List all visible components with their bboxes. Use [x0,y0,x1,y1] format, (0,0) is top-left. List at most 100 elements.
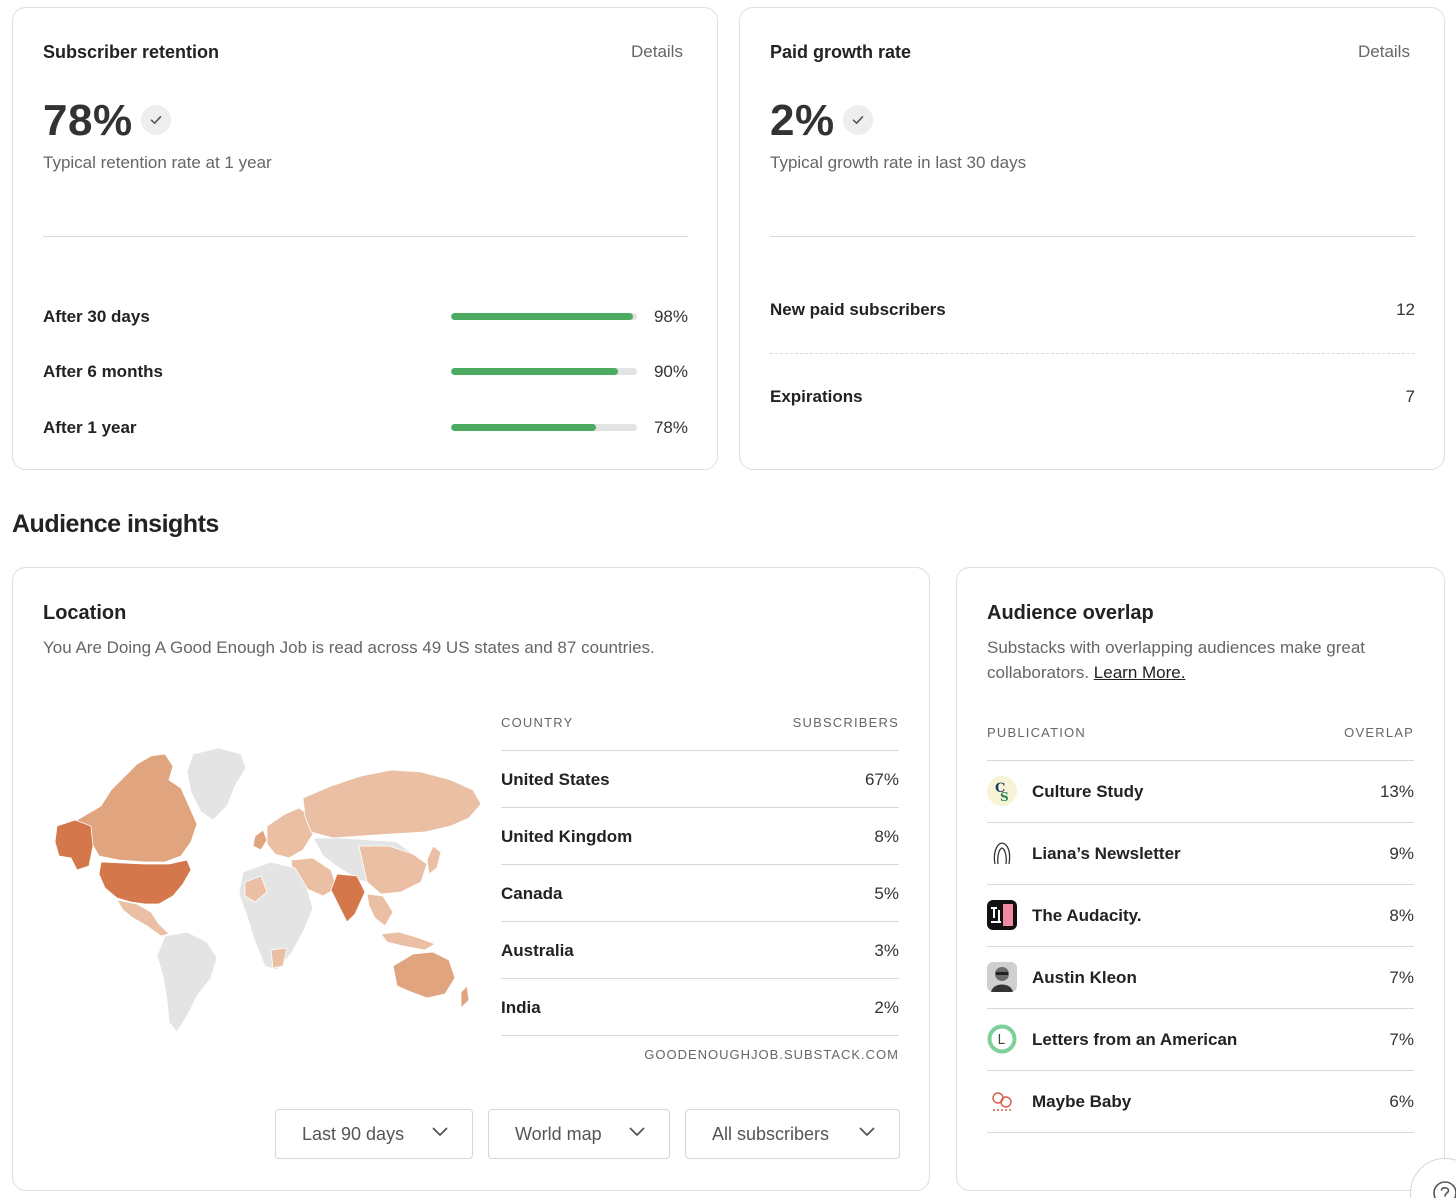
overlap-value: 6% [1389,1092,1414,1111]
audience-overlap-card: Audience overlap Substacks with overlapp… [956,567,1445,1191]
the-audacity-logo [987,900,1017,930]
country-value: 67% [864,770,899,789]
details-link[interactable]: Details [631,42,683,61]
table-divider [987,822,1414,823]
check-icon [141,105,171,135]
table-divider [987,884,1414,885]
letters-from-an-american-logo: L [987,1024,1017,1054]
country-name: India [501,998,541,1017]
retention-metric: 78% [43,96,133,145]
country-column-header: COUNTRY [501,715,574,730]
audience-dropdown[interactable]: All subscribers [685,1109,900,1159]
map-region-canada [76,753,198,863]
publication-domain: GOODENOUGHJOB.SUBSTACK.COM [644,1047,899,1062]
map-region-usa [98,859,192,905]
map-region-alaska [54,819,94,871]
location-card: Location You Are Doing A Good Enough Job… [12,567,930,1191]
dashed-divider [770,353,1415,354]
table-divider [987,760,1414,761]
paid-growth-card: Paid growth rate Details 2% Typical grow… [739,7,1445,470]
overlap-value: 7% [1389,1030,1414,1049]
publication-column-header: PUBLICATION [987,725,1086,740]
paid-row-label: Expirations [770,387,863,406]
publication-name[interactable]: Culture Study [1032,782,1144,801]
overlap-value: 7% [1389,968,1414,987]
details-link[interactable]: Details [1358,42,1410,61]
map-region-new-zealand [460,985,470,1009]
map-region-japan [426,845,442,875]
overlap-subtext-line2: collaborators. Learn More. [987,663,1185,683]
publication-name[interactable]: Austin Kleon [1032,968,1137,987]
austin-kleon-avatar [987,962,1017,992]
overlap-subtext-text: collaborators. [987,663,1090,682]
country-value: 8% [874,827,899,846]
table-divider [501,978,899,979]
map-region-australia [392,951,456,999]
overlap-value: 13% [1379,782,1414,801]
overlap-value: 9% [1389,844,1414,863]
publication-name[interactable]: Letters from an American [1032,1030,1238,1049]
country-value: 2% [874,998,899,1017]
divider [43,236,688,237]
overlap-column-header: OVERLAP [1344,725,1414,740]
paid-row-label: New paid subscribers [770,300,946,319]
view-dropdown[interactable]: World map [488,1109,670,1159]
section-heading: Audience insights [12,510,219,538]
retention-bar-30d [451,313,637,320]
country-name: Australia [501,941,574,960]
publication-name[interactable]: Liana’s Newsletter [1032,844,1181,863]
world-map [54,747,481,1033]
card-title: Subscriber retention [43,42,220,62]
learn-more-link[interactable]: Learn More. [1093,663,1186,682]
chevron-down-icon [859,1127,875,1136]
period-dropdown-label: Last 90 days [302,1123,405,1144]
retention-row-value: 98% [653,307,688,326]
country-name: United States [501,770,610,789]
retention-row-label: After 6 months [43,362,163,381]
table-divider [501,750,899,751]
country-value: 3% [874,941,899,960]
table-divider [987,1132,1414,1133]
map-region-indonesia [380,931,436,951]
audience-dropdown-label: All subscribers [712,1123,830,1144]
subscriber-retention-card: Subscriber retention Details 78% Typical… [12,7,718,470]
subscribers-column-header: SUBSCRIBERS [792,715,899,730]
map-region-west-africa [244,875,268,903]
table-divider [501,1035,899,1036]
lianas-newsletter-logo [987,838,1017,868]
map-region-south-africa [270,947,288,969]
question-icon [1433,1181,1456,1198]
view-dropdown-label: World map [515,1123,602,1144]
growth-subtext: Typical growth rate in last 30 days [770,153,1027,172]
country-name: United Kingdom [501,827,633,846]
map-region-russia [302,769,481,839]
table-divider [501,864,899,865]
retention-row-label: After 30 days [43,307,150,326]
retention-row-label: After 1 year [43,418,137,437]
map-region-uk [252,829,268,851]
country-name: Canada [501,884,563,903]
svg-text:C: C [995,781,1005,796]
paid-row-value: 7 [1405,387,1415,406]
period-dropdown[interactable]: Last 90 days [275,1109,473,1159]
table-divider [987,1008,1414,1009]
overlap-value: 8% [1389,906,1414,925]
paid-row-value: 12 [1396,300,1415,319]
table-divider [987,1070,1414,1071]
map-region-mexico [116,899,170,937]
maybe-baby-logo [987,1086,1017,1116]
publication-name[interactable]: Maybe Baby [1032,1092,1132,1111]
overlap-subtext-line1: Substacks with overlapping audiences mak… [987,638,1365,657]
card-title: Location [43,602,127,624]
retention-row-value: 90% [653,362,688,381]
chevron-down-icon [432,1127,448,1136]
table-divider [501,921,899,922]
map-region-europe [266,807,314,859]
location-subtext: You Are Doing A Good Enough Job is read … [43,638,655,657]
check-icon [843,105,873,135]
retention-bar-1y [451,424,637,431]
map-region-india [330,873,366,923]
card-title: Audience overlap [987,602,1154,624]
publication-name[interactable]: The Audacity. [1032,906,1142,925]
retention-bar-6m [451,368,637,375]
